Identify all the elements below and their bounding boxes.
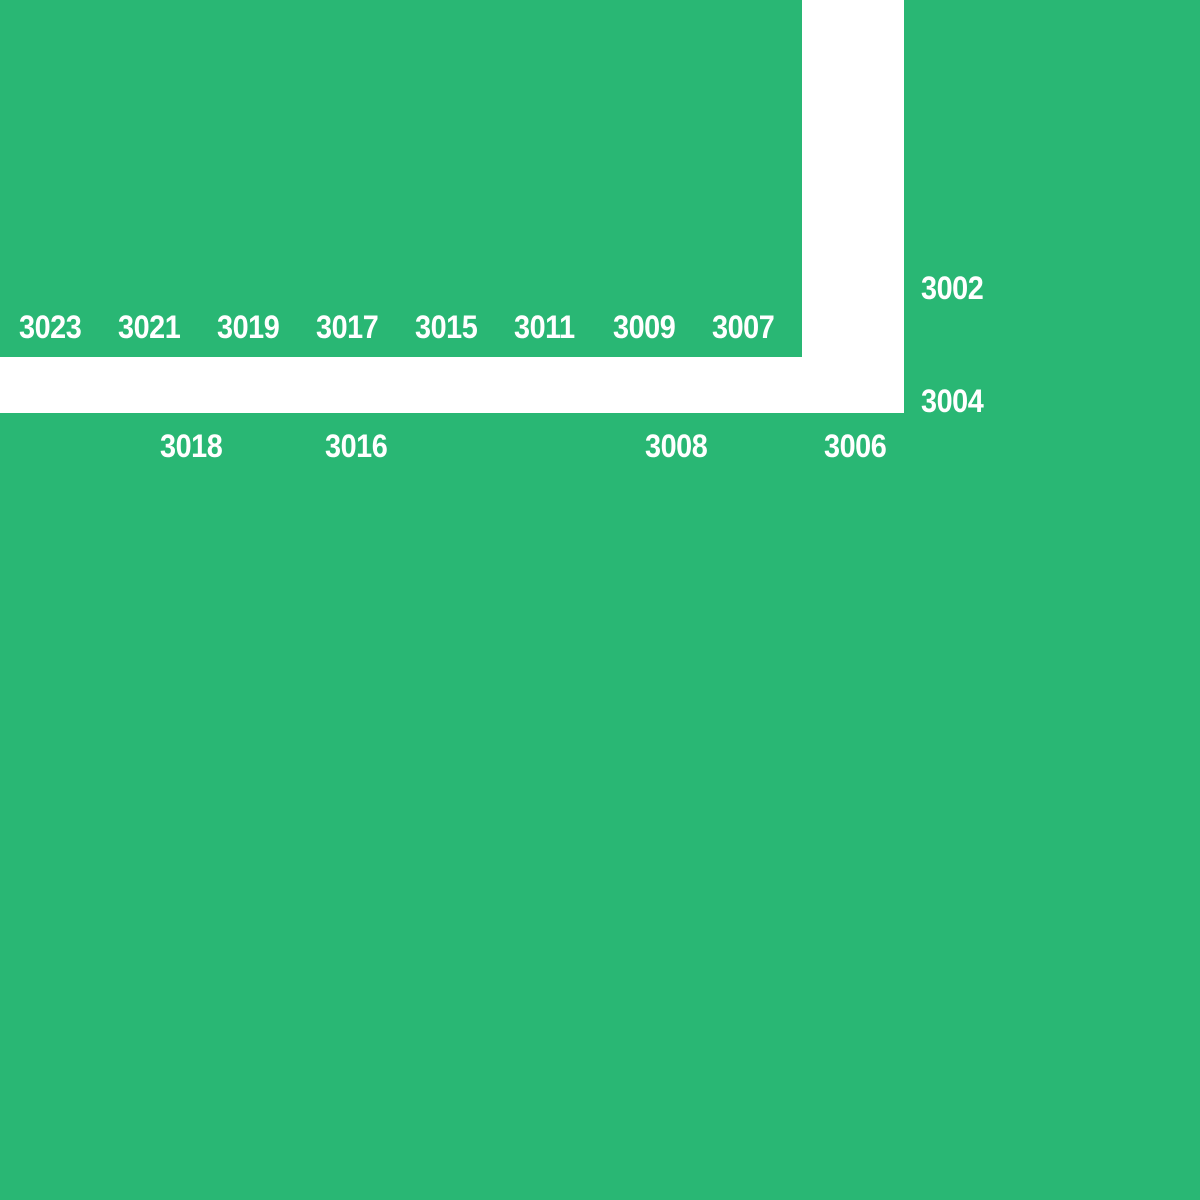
- horizontal-street: [0, 357, 904, 413]
- address-label: 3023: [19, 309, 82, 345]
- address-label: 3015: [415, 309, 478, 345]
- address-label: 3008: [645, 428, 708, 464]
- address-label: 3006: [824, 428, 887, 464]
- address-label: 3011: [514, 309, 575, 345]
- address-label: 3007: [712, 309, 775, 345]
- north-block: [0, 0, 802, 357]
- address-label: 3019: [217, 309, 280, 345]
- vertical-street: [802, 0, 904, 413]
- address-label: 3009: [613, 309, 676, 345]
- address-label: 3018: [160, 428, 223, 464]
- address-label: 3004: [921, 383, 984, 419]
- address-label: 3021: [118, 309, 181, 345]
- east-block: [904, 0, 1200, 413]
- south-block: [0, 413, 1200, 1200]
- address-label: 3017: [316, 309, 379, 345]
- address-label: 3016: [325, 428, 388, 464]
- address-label: 3002: [921, 270, 984, 306]
